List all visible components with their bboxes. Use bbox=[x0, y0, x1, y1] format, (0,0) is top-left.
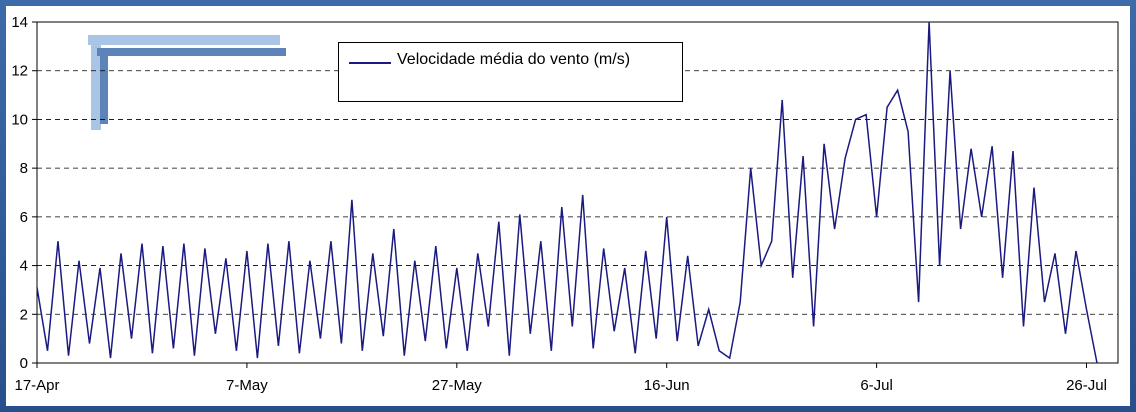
y-tick-label: 0 bbox=[20, 355, 28, 372]
plot-border bbox=[36, 21, 1119, 364]
y-tick-label: 4 bbox=[20, 258, 28, 275]
y-tick-label: 12 bbox=[11, 63, 28, 80]
x-tick-label: 6-Jul bbox=[860, 377, 893, 394]
decoration bbox=[97, 48, 286, 124]
legend-key bbox=[349, 62, 391, 64]
y-tick-label: 6 bbox=[20, 209, 28, 226]
series-line bbox=[36, 21, 1098, 364]
x-tick-label: 16-Jun bbox=[644, 377, 690, 394]
legend-label: Velocidade média do vento (m/s) bbox=[397, 51, 631, 68]
y-tick-label: 14 bbox=[11, 14, 28, 31]
x-tick-label: 17-Apr bbox=[14, 377, 59, 394]
y-tick-label: 10 bbox=[11, 111, 28, 128]
plot bbox=[36, 21, 1098, 364]
x-tick-label: 26-Jul bbox=[1066, 377, 1107, 394]
decoration bbox=[88, 35, 280, 130]
legend: Velocidade média do vento (m/s) bbox=[338, 42, 683, 102]
y-tick-label: 2 bbox=[20, 306, 28, 323]
x-tick-label: 7-May bbox=[226, 377, 268, 394]
x-tick-label: 27-May bbox=[432, 377, 483, 394]
y-tick-label: 8 bbox=[20, 160, 28, 177]
